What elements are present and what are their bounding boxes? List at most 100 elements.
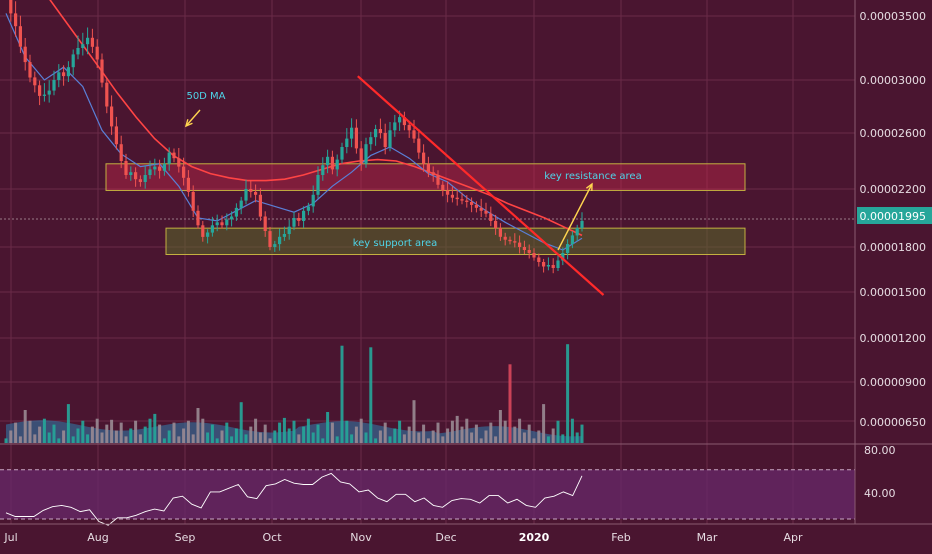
volume-bar — [388, 436, 392, 443]
candle — [182, 157, 186, 186]
price-tick-1500: 0.00001500 — [860, 286, 926, 299]
volume-bar — [234, 428, 238, 443]
volume-bar — [47, 432, 51, 443]
volume-bar — [345, 420, 349, 443]
volume-bar — [42, 418, 46, 443]
candle — [258, 188, 262, 221]
volume-bar — [138, 434, 142, 443]
candle — [206, 229, 210, 244]
candle — [268, 226, 272, 251]
candle — [580, 212, 584, 232]
volume-bars — [4, 344, 584, 444]
volume-bar — [498, 410, 502, 443]
candle — [441, 181, 445, 197]
volume-bar — [148, 418, 152, 443]
volume-bar — [177, 436, 181, 443]
candle — [225, 213, 229, 231]
candle — [383, 123, 387, 155]
price-tick-2200: 0.00002200 — [860, 183, 926, 196]
candle — [162, 157, 166, 176]
volume-bar — [114, 430, 118, 443]
volume-bar — [359, 418, 363, 443]
volume-bar — [263, 424, 267, 443]
volume-bar — [431, 430, 435, 443]
volume-bar — [201, 418, 205, 443]
volume-bar — [292, 420, 296, 443]
candle — [134, 167, 138, 187]
candle — [546, 257, 550, 271]
candle — [470, 197, 474, 213]
volume-bar — [551, 428, 555, 443]
volume-bar — [254, 418, 258, 443]
volume-bar — [465, 418, 469, 443]
candle — [321, 157, 325, 181]
candle — [498, 223, 502, 241]
price-tick-1200: 0.00001200 — [860, 332, 926, 345]
volume-bar — [402, 434, 406, 443]
volume-bar — [302, 426, 306, 443]
volume-bar — [186, 420, 190, 443]
volume-bar — [316, 424, 320, 443]
volume-bar — [570, 418, 574, 443]
volume-bar — [191, 434, 195, 443]
candle — [90, 28, 94, 53]
candle — [393, 114, 397, 137]
volume-bar — [484, 430, 488, 443]
candle — [52, 70, 56, 96]
candle — [345, 128, 349, 154]
support-zone — [165, 227, 746, 255]
volume-bar — [38, 426, 42, 443]
time-tick-mar: Mar — [697, 531, 718, 544]
volume-bar — [527, 424, 531, 443]
candle — [18, 15, 22, 53]
price-tick-0650: 0.00000650 — [860, 416, 926, 429]
volume-bar — [330, 422, 334, 443]
candle — [62, 65, 66, 86]
time-tick-2020: 2020 — [519, 531, 550, 544]
candle — [417, 129, 421, 159]
candle — [542, 258, 546, 273]
volume-bar — [470, 432, 474, 443]
volume-bar — [489, 422, 493, 443]
volume-bar — [244, 434, 248, 443]
volume-bar — [110, 419, 114, 443]
candle — [66, 61, 70, 82]
volume-bar — [287, 428, 291, 443]
volume-bar — [556, 420, 560, 443]
candle — [244, 179, 248, 205]
candle — [513, 233, 517, 248]
volume-bar — [81, 420, 85, 443]
candle — [23, 38, 27, 71]
volume-bar — [446, 428, 450, 443]
volume-bar — [100, 432, 104, 443]
price-tick-1800: 0.00001800 — [860, 241, 926, 254]
candle — [561, 247, 565, 266]
volume-bar — [182, 428, 186, 443]
candle — [402, 111, 406, 131]
volume-bar — [33, 434, 37, 443]
candle — [354, 119, 358, 154]
volume-bar — [282, 417, 286, 443]
volume-bar — [143, 426, 147, 443]
volume-bar — [196, 408, 200, 443]
candle — [350, 118, 354, 148]
time-tick-sep: Sep — [175, 531, 196, 544]
candle — [47, 80, 51, 103]
candle — [143, 165, 147, 189]
volume-bar — [378, 430, 382, 443]
candle — [527, 244, 531, 259]
time-tick-dec: Dec — [435, 531, 456, 544]
ma-label: 50D MA — [186, 91, 225, 102]
candle — [114, 116, 118, 150]
time-tick-apr: Apr — [783, 531, 803, 544]
volume-bar — [124, 436, 128, 443]
volume-bar — [537, 430, 541, 443]
candle — [335, 154, 339, 177]
candle — [326, 149, 330, 174]
candle — [292, 211, 296, 231]
volume-bar — [9, 430, 13, 443]
volume-bar — [518, 418, 522, 443]
candle — [474, 201, 478, 213]
candle — [38, 80, 42, 106]
